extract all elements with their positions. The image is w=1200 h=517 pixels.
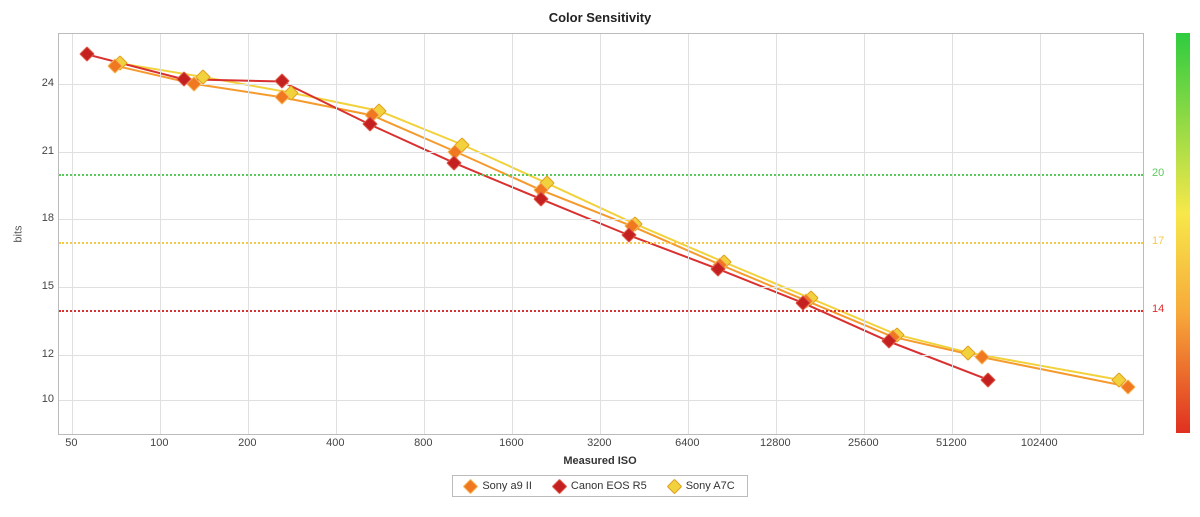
legend-item[interactable]: Sony a9 II <box>465 480 532 492</box>
plot-area <box>58 33 1144 435</box>
legend-item[interactable]: Sony A7C <box>669 480 735 492</box>
x-tick-label: 102400 <box>1021 437 1058 449</box>
y-tick-label: 24 <box>42 77 54 89</box>
chart-title: Color Sensitivity <box>10 10 1190 25</box>
y-tick-label: 18 <box>42 212 54 224</box>
y-tick-label: 12 <box>42 348 54 360</box>
gradient-tick-label: 14 <box>1152 303 1164 315</box>
x-tick-label: 25600 <box>848 437 879 449</box>
legend-swatch-icon <box>463 478 479 494</box>
x-tick-label: 12800 <box>760 437 791 449</box>
series-line <box>115 66 1128 387</box>
gradient-bar: 20 17 14 <box>1150 33 1190 435</box>
x-tick-label: 200 <box>238 437 256 449</box>
legend-label: Canon EOS R5 <box>571 480 647 492</box>
x-axis-label: Measured ISO <box>10 455 1190 467</box>
x-tick-label: 6400 <box>675 437 699 449</box>
x-tick-label: 1600 <box>499 437 523 449</box>
legend-item[interactable]: Canon EOS R5 <box>554 480 647 492</box>
reference-line <box>59 242 1143 244</box>
legend: Sony a9 II Canon EOS R5 Sony A7C <box>452 475 747 497</box>
legend-label: Sony a9 II <box>482 480 532 492</box>
x-tick-label: 50 <box>65 437 77 449</box>
x-tick-label: 51200 <box>936 437 967 449</box>
chart-container: Color Sensitivity bits 10 12 15 18 21 24 20 17… <box>10 10 1190 497</box>
x-tick-label: 800 <box>414 437 432 449</box>
y-axis-label: bits <box>10 33 28 435</box>
legend-label: Sony A7C <box>686 480 735 492</box>
legend-swatch-icon <box>666 478 682 494</box>
y-tick-label: 15 <box>42 280 54 292</box>
gradient-tick-label: 17 <box>1152 235 1164 247</box>
y-tick-label: 21 <box>42 145 54 157</box>
x-tick-label: 3200 <box>587 437 611 449</box>
x-axis-ticks: 50 100 200 400 800 1600 3200 6400 12800 25600 5120… <box>58 435 1142 453</box>
series-line <box>87 54 989 379</box>
reference-line <box>59 174 1143 176</box>
y-axis-ticks: 10 12 15 18 21 24 <box>28 33 58 435</box>
legend-swatch-icon <box>552 478 568 494</box>
gradient-tick-label: 20 <box>1152 167 1164 179</box>
gradient-bar-fill <box>1176 33 1190 433</box>
x-tick-label: 400 <box>326 437 344 449</box>
x-tick-label: 100 <box>150 437 168 449</box>
y-tick-label: 10 <box>42 393 54 405</box>
reference-line <box>59 310 1143 312</box>
